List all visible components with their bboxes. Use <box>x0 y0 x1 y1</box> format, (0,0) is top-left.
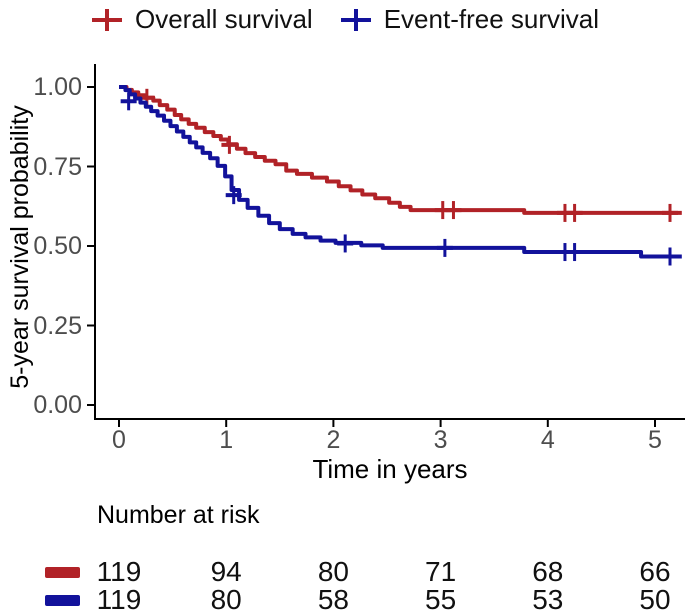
x-tick-label: 4 <box>540 426 555 454</box>
risk-table-title: Number at risk <box>97 501 260 529</box>
x-tick-label: 3 <box>433 426 448 454</box>
risk-count: 94 <box>210 556 242 587</box>
legend-label: Event-free survival <box>383 4 600 34</box>
y-tick-label: 0.75 <box>33 152 82 181</box>
survival-curve <box>119 85 682 215</box>
plus-marker-icon <box>340 8 371 31</box>
risk-count: 50 <box>639 584 671 615</box>
risk-count: 58 <box>317 584 349 615</box>
risk-count: 71 <box>425 556 457 587</box>
risk-row-swatch <box>45 567 80 578</box>
risk-count: 68 <box>532 556 564 587</box>
legend-item-event-free-survival: Event-free survival <box>339 4 599 35</box>
legend-label: Overall survival <box>135 4 313 34</box>
x-tick-label: 0 <box>112 426 126 454</box>
y-tick-label: 0.50 <box>33 232 82 260</box>
chart-legend: Overall survival Event-free survival <box>90 4 599 35</box>
risk-count: 53 <box>532 584 564 615</box>
x-tick-label: 5 <box>648 426 662 454</box>
risk-count: 119 <box>96 556 142 587</box>
risk-count: 80 <box>210 584 242 615</box>
y-tick-label: 1.00 <box>33 73 82 101</box>
y-tick-label: 0.00 <box>33 391 82 419</box>
risk-count: 55 <box>425 584 457 615</box>
plus-marker-icon <box>92 8 122 31</box>
survival-curve <box>119 85 682 259</box>
risk-count: 80 <box>317 556 349 587</box>
x-tick-label: 2 <box>326 426 341 454</box>
risk-count: 119 <box>96 584 142 615</box>
legend-item-overall-survival: Overall survival <box>90 4 313 35</box>
x-axis-title: Time in years <box>312 454 468 484</box>
risk-count: 66 <box>639 556 671 587</box>
y-tick-label: 0.25 <box>33 311 82 340</box>
risk-row-swatch <box>45 595 80 606</box>
x-tick-label: 1 <box>219 426 234 454</box>
